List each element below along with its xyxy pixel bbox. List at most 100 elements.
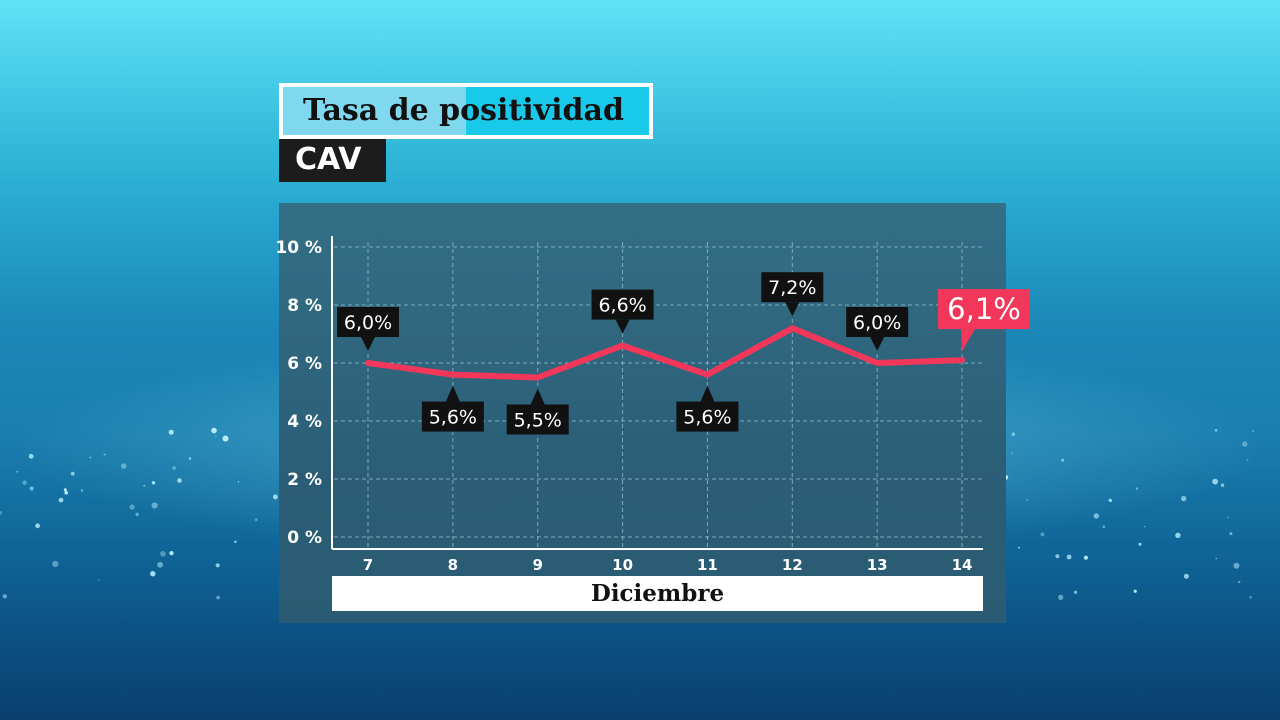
sparkle bbox=[1227, 516, 1229, 519]
sparkle bbox=[160, 551, 166, 557]
sparkle bbox=[1246, 459, 1249, 462]
sparkle bbox=[1011, 432, 1016, 437]
data-label-box bbox=[676, 401, 739, 432]
sparkle bbox=[35, 523, 40, 529]
sparkle bbox=[177, 478, 182, 483]
sparkle bbox=[1093, 513, 1100, 519]
chart-panel bbox=[279, 203, 1006, 623]
data-label-box bbox=[337, 307, 399, 337]
data-label-pointer bbox=[445, 385, 460, 402]
sparkle bbox=[222, 435, 229, 442]
sparkle bbox=[1018, 546, 1020, 549]
data-label-box bbox=[506, 404, 569, 435]
sparkle bbox=[1238, 580, 1241, 584]
x-tick-label: 10 bbox=[612, 556, 633, 574]
sparkle bbox=[135, 512, 139, 517]
x-tick-label: 8 bbox=[448, 556, 458, 574]
y-tick-label: 10 % bbox=[275, 238, 322, 258]
data-label-pointer bbox=[700, 385, 715, 402]
y-tick-label: 6 % bbox=[287, 354, 322, 374]
x-axis-title: Diciembre bbox=[590, 580, 725, 607]
sparkle bbox=[1138, 542, 1142, 546]
sparkle bbox=[254, 518, 258, 522]
sparkle bbox=[215, 435, 217, 438]
sparkle bbox=[129, 504, 135, 510]
sparkle bbox=[172, 466, 176, 470]
sparkle bbox=[1214, 428, 1218, 432]
sparkle bbox=[1233, 562, 1240, 569]
sparkle bbox=[70, 471, 75, 476]
sparkle bbox=[1183, 573, 1189, 579]
data-label: 6,6% bbox=[598, 295, 646, 317]
sparkle bbox=[22, 480, 27, 485]
sparkle bbox=[2, 594, 7, 599]
sparkle bbox=[1133, 589, 1137, 593]
data-label-pointer bbox=[530, 388, 545, 405]
sparkle bbox=[273, 494, 278, 500]
y-tick-label: 2 % bbox=[287, 470, 322, 490]
sparkle bbox=[151, 481, 156, 485]
sparkle bbox=[1040, 532, 1045, 537]
data-label: 7,2% bbox=[768, 277, 816, 299]
x-tick-label: 14 bbox=[952, 556, 973, 574]
data-label: 6,1% bbox=[947, 292, 1021, 326]
data-label: 5,6% bbox=[429, 407, 477, 429]
sparkle bbox=[63, 488, 67, 492]
sparkle bbox=[0, 511, 2, 515]
data-label-box bbox=[421, 401, 484, 432]
sparkle bbox=[103, 453, 106, 456]
sparkle bbox=[1102, 525, 1106, 529]
chart-title-box: Tasa de positividad bbox=[279, 83, 653, 139]
sparkle bbox=[143, 484, 146, 487]
sparkle bbox=[237, 481, 240, 483]
sparkle bbox=[150, 571, 156, 577]
sparkle bbox=[52, 560, 59, 568]
sparkle bbox=[1175, 532, 1181, 538]
x-tick-label: 11 bbox=[697, 556, 718, 574]
sparkle bbox=[16, 470, 19, 473]
data-label-box bbox=[846, 307, 909, 337]
sparkle bbox=[157, 561, 164, 568]
sparkle bbox=[234, 540, 237, 543]
data-label-highlight-box bbox=[938, 289, 1031, 330]
chart-subtitle: CAV bbox=[295, 142, 362, 177]
x-tick-label: 9 bbox=[533, 556, 543, 574]
sparkle bbox=[98, 579, 100, 581]
sparkle bbox=[1220, 483, 1225, 487]
sparkle bbox=[1066, 554, 1072, 560]
chart-subtitle-box: CAV bbox=[279, 139, 386, 182]
sparkle bbox=[80, 489, 84, 492]
chart-title: Tasa de positividad bbox=[303, 93, 624, 128]
x-tick-label: 12 bbox=[782, 556, 803, 574]
data-label-pointer bbox=[785, 302, 800, 317]
sparkle bbox=[1061, 458, 1065, 462]
x-tick-label: 7 bbox=[363, 556, 373, 574]
sparkle bbox=[211, 427, 217, 434]
data-label-pointer bbox=[961, 329, 976, 352]
sparkle bbox=[215, 563, 220, 568]
sparkle bbox=[1229, 532, 1233, 536]
sparkle bbox=[216, 595, 220, 600]
sparkle bbox=[168, 429, 174, 435]
y-tick-label: 8 % bbox=[287, 296, 322, 316]
sparkle bbox=[29, 486, 34, 491]
sparkle bbox=[58, 497, 64, 503]
sparkle bbox=[1215, 557, 1217, 560]
data-label-pointer bbox=[361, 337, 375, 351]
data-label-box bbox=[591, 289, 654, 320]
sparkle bbox=[64, 490, 68, 495]
sparkle bbox=[1135, 487, 1139, 490]
sparkle bbox=[1055, 554, 1060, 559]
sparkle bbox=[1249, 595, 1252, 599]
data-label: 6,0% bbox=[853, 312, 901, 334]
x-tick-label: 13 bbox=[867, 556, 888, 574]
sparkle bbox=[151, 502, 158, 509]
data-label: 5,5% bbox=[514, 410, 562, 432]
sparkle bbox=[1058, 594, 1064, 601]
sparkle bbox=[1083, 555, 1088, 560]
sparkle bbox=[1212, 478, 1218, 485]
sparkle bbox=[1026, 499, 1029, 501]
sparkle bbox=[1252, 430, 1254, 432]
sparkle bbox=[1108, 498, 1112, 502]
